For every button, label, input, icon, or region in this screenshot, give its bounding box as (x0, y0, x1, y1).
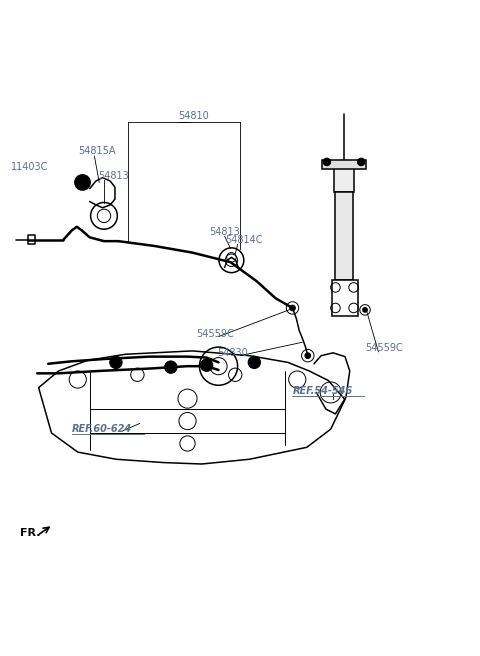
Text: 54813: 54813 (209, 226, 240, 237)
Text: 54559C: 54559C (365, 343, 403, 353)
Bar (322, 160, 366, 169)
Circle shape (289, 305, 295, 311)
Circle shape (363, 308, 367, 312)
Circle shape (305, 353, 311, 359)
Circle shape (323, 158, 331, 166)
Text: 54559C: 54559C (196, 329, 234, 338)
Text: 11403C: 11403C (11, 162, 48, 172)
Text: REF.54-546: REF.54-546 (292, 386, 353, 396)
Circle shape (358, 158, 365, 166)
Circle shape (165, 361, 177, 373)
Text: 54813: 54813 (98, 171, 129, 181)
Text: REF.60-624: REF.60-624 (72, 424, 132, 434)
Bar (336, 192, 353, 280)
Bar (332, 280, 358, 316)
Text: FR.: FR. (20, 528, 40, 538)
Circle shape (248, 356, 261, 369)
Text: 54815A: 54815A (78, 146, 115, 156)
Circle shape (200, 359, 213, 371)
Bar (335, 163, 354, 192)
Text: 54814C: 54814C (226, 235, 263, 245)
Circle shape (110, 356, 122, 369)
Text: 54810: 54810 (178, 111, 209, 121)
Circle shape (75, 174, 90, 190)
Text: 54830: 54830 (217, 348, 248, 358)
